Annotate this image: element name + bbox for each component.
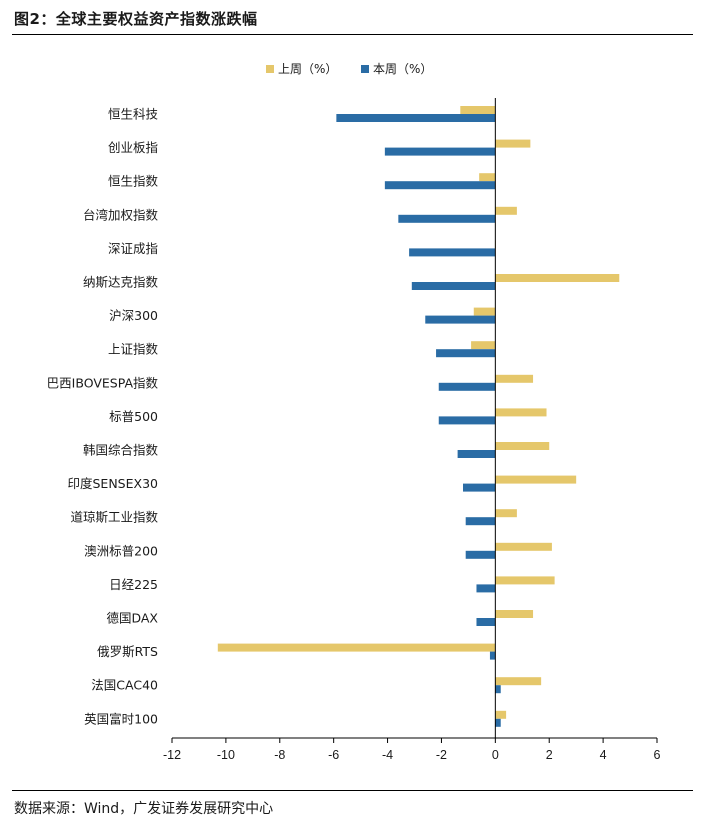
bar-this-week-10 bbox=[457, 450, 496, 458]
category-label: 法国CAC40 bbox=[91, 678, 158, 693]
bar-last-week-6 bbox=[473, 307, 496, 316]
bar-last-week-10 bbox=[495, 442, 550, 450]
bar-this-week-13 bbox=[465, 550, 496, 559]
category-label: 深证成指 bbox=[108, 241, 158, 256]
bar-last-week-16 bbox=[217, 643, 496, 652]
source-label: 数据来源： bbox=[14, 801, 84, 817]
bottom-rule bbox=[12, 790, 693, 791]
bar-this-week-12 bbox=[465, 517, 496, 526]
bar-this-week-14 bbox=[476, 584, 496, 593]
category-label: 巴西IBOVESPA指数 bbox=[47, 375, 159, 390]
bar-last-week-5 bbox=[495, 274, 620, 282]
x-tick-label: -8 bbox=[274, 748, 285, 762]
bar-this-week-0 bbox=[336, 114, 496, 122]
bar-this-week-7 bbox=[436, 349, 496, 358]
bar-this-week-11 bbox=[463, 483, 496, 492]
bar-last-week-3 bbox=[495, 206, 517, 215]
category-label: 台湾加权指数 bbox=[83, 207, 159, 222]
category-label: 沪深300 bbox=[109, 308, 158, 323]
bar-chart: 上周（%） 本周（%） 恒生科技创业板指恒生指数台湾加权指数深证成指纳斯达克指数… bbox=[47, 62, 661, 762]
bar-last-week-8 bbox=[495, 374, 534, 383]
category-label: 恒生指数 bbox=[108, 174, 159, 189]
x-tick-label: -2 bbox=[436, 748, 447, 762]
category-label: 澳洲标普200 bbox=[84, 543, 158, 558]
bar-this-week-18 bbox=[495, 718, 501, 727]
bar-last-week-13 bbox=[495, 542, 552, 551]
bar-this-week-4 bbox=[409, 248, 496, 257]
legend-swatch-last-week bbox=[266, 65, 274, 73]
x-tick-label: -6 bbox=[328, 748, 339, 762]
bar-this-week-8 bbox=[438, 382, 496, 391]
chart-legend: 上周（%） 本周（%） bbox=[266, 62, 432, 76]
bar-this-week-1 bbox=[384, 147, 496, 156]
category-label: 恒生科技 bbox=[108, 107, 159, 122]
category-label: 德国DAX bbox=[106, 611, 158, 626]
legend-label-this-week: 本周（%） bbox=[373, 62, 432, 76]
bar-this-week-9 bbox=[438, 416, 496, 425]
bar-last-week-12 bbox=[495, 509, 517, 518]
source-note: 数据来源：Wind，广发证券发展研究中心 bbox=[14, 798, 273, 818]
category-label: 印度SENSEX30 bbox=[68, 476, 159, 491]
bar-this-week-16 bbox=[489, 651, 496, 660]
x-tick-label: 0 bbox=[492, 748, 499, 762]
category-label: 上证指数 bbox=[108, 342, 159, 357]
bar-this-week-6 bbox=[425, 315, 496, 324]
bar-last-week-7 bbox=[471, 341, 496, 350]
bar-last-week-2 bbox=[479, 173, 496, 182]
legend-label-last-week: 上周（%） bbox=[278, 62, 337, 76]
bar-last-week-14 bbox=[495, 576, 555, 585]
x-tick-label: -12 bbox=[163, 748, 181, 762]
bar-this-week-5 bbox=[411, 282, 496, 290]
bar-this-week-17 bbox=[495, 685, 501, 694]
category-label: 道琼斯工业指数 bbox=[70, 510, 158, 525]
figure-title: 图2：全球主要权益资产指数涨跌幅 bbox=[14, 10, 258, 28]
x-tick-label: 4 bbox=[600, 748, 607, 762]
bar-last-week-15 bbox=[495, 610, 534, 618]
category-label: 创业板指 bbox=[108, 140, 158, 155]
category-label: 日经225 bbox=[109, 577, 158, 592]
bar-this-week-2 bbox=[384, 181, 496, 190]
bar-last-week-18 bbox=[495, 710, 507, 719]
top-rule bbox=[12, 34, 693, 35]
bar-last-week-0 bbox=[460, 106, 496, 114]
bar-this-week-3 bbox=[398, 214, 496, 223]
x-tick-label: -4 bbox=[382, 748, 393, 762]
category-label: 标普500 bbox=[109, 409, 158, 424]
legend-swatch-this-week bbox=[361, 65, 369, 73]
source-text: Wind，广发证券发展研究中心 bbox=[84, 801, 274, 817]
category-label: 俄罗斯RTS bbox=[97, 644, 158, 659]
bar-last-week-1 bbox=[495, 139, 531, 148]
x-tick-label: -10 bbox=[217, 748, 235, 762]
bar-last-week-9 bbox=[495, 408, 547, 417]
x-tick-label: 2 bbox=[546, 748, 553, 762]
bar-last-week-17 bbox=[495, 677, 542, 686]
category-label: 英国富时100 bbox=[84, 711, 158, 726]
x-tick-label: 6 bbox=[654, 748, 661, 762]
bar-this-week-15 bbox=[476, 618, 496, 626]
bar-last-week-11 bbox=[495, 475, 577, 484]
category-label: 韩国综合指数 bbox=[83, 443, 159, 458]
category-label: 纳斯达克指数 bbox=[83, 275, 159, 290]
